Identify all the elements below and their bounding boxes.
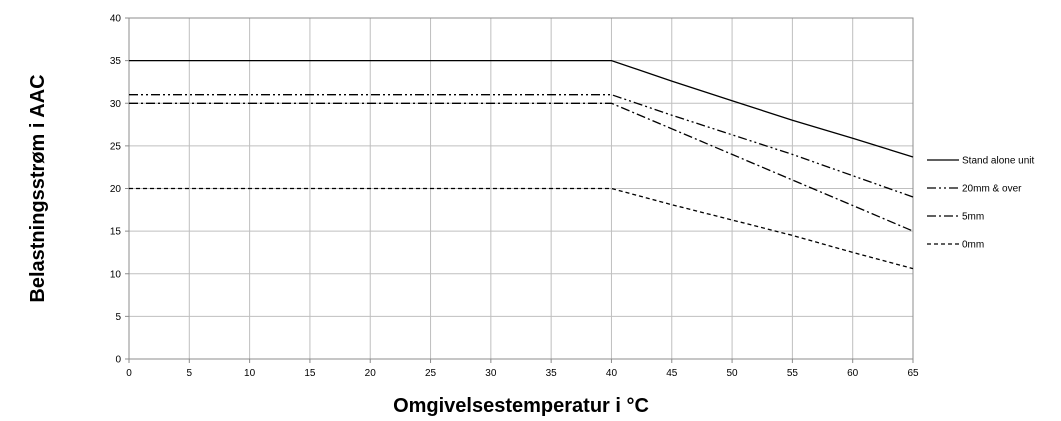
series-line-4 bbox=[129, 187, 914, 270]
x-tick-label: 50 bbox=[727, 368, 739, 379]
legend-label: 0mm bbox=[962, 240, 984, 251]
y-tick-label: 35 bbox=[110, 56, 122, 67]
series-line-1 bbox=[129, 59, 914, 158]
legend-label: 20mm & over bbox=[962, 184, 1022, 195]
x-tick-label: 65 bbox=[907, 368, 919, 379]
y-tick-label: 40 bbox=[110, 14, 122, 25]
y-tick-label: 0 bbox=[115, 355, 121, 366]
x-tick-label: 35 bbox=[546, 368, 558, 379]
x-axis-ticks: 0 5 10 15 20 25 30 35 40 45 50 55 60 65 bbox=[126, 359, 919, 379]
x-axis-title: Omgivelsestemperatur i °C bbox=[393, 395, 649, 417]
x-tick-label: 0 bbox=[126, 368, 132, 379]
x-tick-label: 45 bbox=[666, 368, 678, 379]
series-lines bbox=[129, 59, 914, 270]
x-tick-label: 60 bbox=[847, 368, 859, 379]
y-tick-label: 30 bbox=[110, 99, 122, 110]
legend-label: 5mm bbox=[962, 212, 984, 223]
y-tick-label: 20 bbox=[110, 184, 122, 195]
y-tick-label: 25 bbox=[110, 141, 122, 152]
x-tick-label: 15 bbox=[304, 368, 316, 379]
series-line-3 bbox=[129, 102, 914, 232]
y-axis-title: Belastningsstrøm i AAC bbox=[27, 74, 49, 302]
x-tick-label: 20 bbox=[365, 368, 377, 379]
x-tick-label: 55 bbox=[787, 368, 799, 379]
y-axis-ticks: 0 5 10 15 20 25 30 35 40 bbox=[110, 14, 129, 366]
y-tick-label: 15 bbox=[110, 227, 122, 238]
x-tick-label: 10 bbox=[244, 368, 256, 379]
x-tick-label: 25 bbox=[425, 368, 437, 379]
x-tick-label: 5 bbox=[187, 368, 193, 379]
x-tick-label: 30 bbox=[485, 368, 497, 379]
legend: Stand alone unit 20mm & over 5mm 0mm bbox=[927, 156, 1035, 251]
legend-label: Stand alone unit bbox=[962, 156, 1035, 167]
y-tick-label: 10 bbox=[110, 269, 122, 280]
x-tick-label: 40 bbox=[606, 368, 618, 379]
y-tick-label: 5 bbox=[115, 312, 121, 323]
